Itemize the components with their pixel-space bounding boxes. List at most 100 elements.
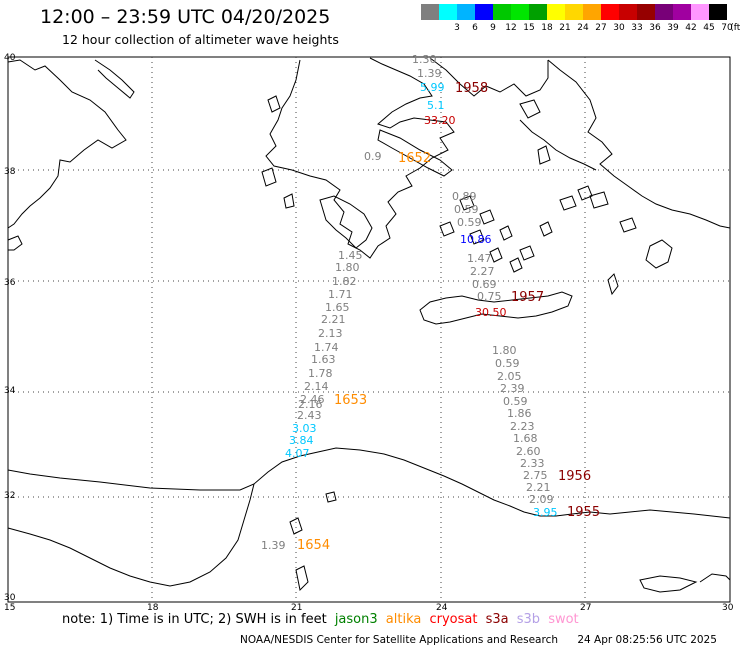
legend-swatch bbox=[457, 4, 475, 20]
lat-tick-label: 32 bbox=[4, 491, 15, 501]
observation-value: 2.60 bbox=[516, 445, 541, 458]
coast-sicily bbox=[7, 235, 23, 251]
legend-label: 36 bbox=[649, 23, 661, 33]
legend-label: 24 bbox=[577, 23, 589, 33]
coast-small-2 bbox=[325, 491, 337, 503]
legend-swatch bbox=[619, 4, 637, 20]
coast-north-aegean bbox=[429, 57, 549, 97]
coast-kefalonia bbox=[261, 167, 277, 187]
observation-value: 2.27 bbox=[470, 265, 495, 278]
observations: 1.30 1.39 5.99 5.1 33.20 0.9 0.89 0.59 0… bbox=[261, 53, 558, 552]
observation-value: 2.39 bbox=[500, 382, 525, 395]
observation-value: 2.16 bbox=[298, 398, 323, 411]
observation-value: 2.05 bbox=[497, 370, 522, 383]
observation-value: 1.74 bbox=[314, 341, 339, 354]
satellite-key: altika bbox=[385, 612, 422, 627]
coast-euboea bbox=[377, 129, 453, 177]
observation-value: 1.71 bbox=[328, 288, 353, 301]
lat-tick-label: 34 bbox=[4, 386, 16, 396]
lon-tick-label: 27 bbox=[580, 603, 591, 613]
pass-label: 1652 bbox=[398, 151, 431, 166]
legend-swatch bbox=[421, 4, 439, 20]
observation-value: 1.30 bbox=[412, 53, 437, 66]
coast-peloponnese bbox=[319, 195, 373, 249]
observation-value: 0.59 bbox=[454, 203, 479, 216]
observation-value: 2.23 bbox=[510, 420, 535, 433]
observation-value: 1.39 bbox=[417, 67, 442, 80]
lat-tick-label: 38 bbox=[4, 167, 16, 177]
credit-text: NOAA/NESDIS Center for Satellite Applica… bbox=[240, 634, 558, 646]
legend-swatch bbox=[439, 4, 457, 20]
observation-value: 3.95 bbox=[533, 506, 558, 519]
legend-swatch bbox=[691, 4, 709, 20]
observation-value: 30.50 bbox=[475, 306, 507, 319]
lon-tick-labels: 15 18 21 24 27 30 bbox=[4, 603, 734, 613]
legend-label: 21 bbox=[559, 23, 571, 33]
legend-label: 18 bbox=[541, 23, 553, 33]
observation-value: 2.13 bbox=[318, 327, 343, 340]
observation-value: 10.86 bbox=[460, 233, 492, 246]
coast-sidra bbox=[7, 483, 255, 587]
coast-samos bbox=[577, 185, 593, 201]
observation-value: 1.47 bbox=[467, 252, 492, 265]
observation-value: 2.14 bbox=[304, 380, 329, 393]
coastlines bbox=[7, 57, 731, 593]
observation-value: 1.65 bbox=[325, 301, 350, 314]
observation-value: 5.1 bbox=[427, 99, 445, 112]
lat-tick-label: 36 bbox=[4, 278, 16, 288]
lon-tick-label: 15 bbox=[4, 603, 15, 613]
satellite-key: swot bbox=[548, 612, 579, 627]
coast-rhodes bbox=[645, 239, 673, 269]
legend-label: 12 bbox=[505, 23, 517, 33]
legend-label: 42 bbox=[685, 23, 697, 33]
pass-label: 1955 bbox=[567, 505, 600, 520]
observation-value: 3.03 bbox=[292, 422, 317, 435]
legend-swatch bbox=[547, 4, 565, 20]
map-frame bbox=[7, 56, 731, 603]
coast-africa bbox=[7, 447, 731, 519]
observation-value: 1.82 bbox=[332, 275, 357, 288]
lon-tick-label: 24 bbox=[436, 603, 448, 613]
observation-value: 0.9 bbox=[364, 150, 382, 163]
coast-east-2 bbox=[639, 575, 698, 593]
pass-labels: 1958 1652 1957 1653 1956 1955 1654 bbox=[297, 81, 600, 553]
credit-line: NOAA/NESDIS Center for Satellite Applica… bbox=[240, 634, 717, 646]
coast-gavdos bbox=[289, 517, 303, 535]
graticule bbox=[8, 57, 730, 602]
legend-swatch bbox=[583, 4, 601, 20]
observation-value: 2.46 bbox=[300, 393, 325, 406]
legend-label: 30 bbox=[613, 23, 625, 33]
note-line: note: 1) Time is in UTC; 2) SWH is in fe… bbox=[62, 612, 583, 627]
note-text: note: 1) Time is in UTC; 2) SWH is in fe… bbox=[62, 612, 327, 627]
legend-swatch bbox=[655, 4, 673, 20]
coast-crete bbox=[419, 291, 573, 325]
observation-value: 0.69 bbox=[472, 278, 497, 291]
lon-tick-label: 30 bbox=[722, 603, 734, 613]
observation-value: 3.84 bbox=[289, 434, 314, 447]
observation-value: 2.21 bbox=[321, 313, 346, 326]
legend-label: 45 bbox=[703, 23, 715, 33]
coast-chios bbox=[537, 145, 551, 165]
pass-label: 1958 bbox=[455, 81, 488, 96]
satellite-key: cryosat bbox=[429, 612, 478, 627]
legend-swatch bbox=[637, 4, 655, 20]
satellite-key: s3b bbox=[516, 612, 541, 627]
observation-value: 0.75 bbox=[477, 290, 502, 303]
legend-label: 9 bbox=[490, 23, 496, 33]
map-subtitle: 12 hour collection of altimeter wave hei… bbox=[62, 32, 339, 47]
legend-swatch bbox=[601, 4, 619, 20]
legend-swatch bbox=[493, 4, 511, 20]
coast-italy bbox=[7, 59, 127, 229]
observation-value: 2.33 bbox=[520, 457, 545, 470]
legend-swatch bbox=[529, 4, 547, 20]
observation-value: 1.80 bbox=[335, 261, 360, 274]
coast-cyclades bbox=[439, 191, 637, 273]
observation-value: 1.63 bbox=[311, 353, 336, 366]
legend-label: 33 bbox=[631, 23, 643, 33]
observation-value: 0.59 bbox=[457, 216, 482, 229]
observation-value: 2.43 bbox=[297, 409, 322, 422]
coast-karpathos bbox=[607, 273, 619, 296]
observation-value: 2.21 bbox=[526, 481, 551, 494]
legend-label: 15 bbox=[523, 23, 535, 33]
